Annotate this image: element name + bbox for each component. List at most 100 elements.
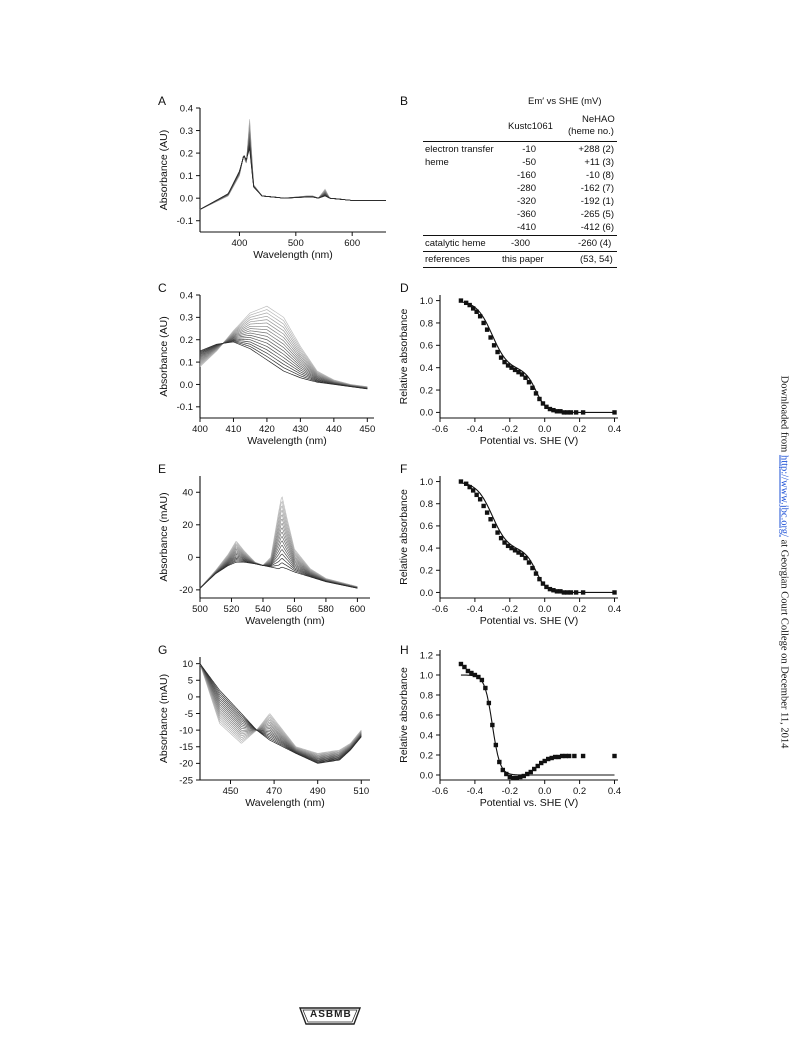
panel-letter-f: F [400, 462, 408, 476]
y-tick-label: -5 [185, 709, 193, 720]
fit-line [460, 482, 615, 593]
y-tick-label: 1.0 [420, 670, 433, 681]
ref-nehao: (53, 54) [580, 254, 613, 265]
y-tick-label: 0.3 [180, 313, 193, 324]
x-tick-label: 520 [224, 604, 240, 615]
data-point [533, 391, 539, 396]
data-point [573, 410, 579, 415]
spectrum-line [199, 144, 386, 210]
spectrum-line [199, 319, 368, 388]
data-point [491, 523, 497, 529]
spectrum-line [199, 560, 358, 589]
data-point [554, 409, 560, 414]
data-point [525, 771, 530, 777]
et-kustc-value: -410 [516, 222, 536, 233]
y-tick-label: 0.4 [420, 543, 433, 554]
asbmb-logo-text: ASBMB [310, 1009, 352, 1020]
data-point [537, 396, 542, 402]
table-col-nehao-2: (heme no.) [568, 126, 614, 137]
spectrum-line [199, 663, 362, 757]
jbc-link[interactable]: http://www.jbc.org/ [778, 454, 790, 537]
data-point [558, 409, 563, 414]
spectrum-line [199, 663, 362, 762]
data-point [551, 407, 556, 413]
data-point [488, 517, 493, 522]
spectrum-line [199, 337, 368, 389]
spectrum-line [199, 332, 368, 389]
y-tick-label: -15 [179, 742, 193, 753]
data-point [469, 670, 474, 676]
x-tick-label: -0.2 [502, 604, 518, 615]
spectrum-line [199, 119, 386, 210]
spectrum-line [199, 126, 386, 210]
data-point [563, 753, 568, 759]
x-tick-label: 0.0 [538, 786, 551, 797]
data-point [474, 492, 479, 498]
spectrum-line [199, 505, 358, 589]
data-point [530, 385, 535, 391]
data-point [547, 406, 553, 412]
spectrum-line [199, 561, 358, 589]
data-point [477, 497, 483, 502]
spectrum-line [199, 663, 362, 761]
row-label-ref: references [425, 254, 470, 265]
x-tick-label: 0.0 [538, 604, 551, 615]
spectrum-line [199, 143, 386, 210]
data-point [558, 589, 563, 594]
spectrum-line [199, 312, 368, 388]
data-point [493, 742, 499, 748]
spectrum-line [199, 322, 368, 388]
panel-letter-g: G [158, 643, 168, 657]
y-tick-label: -20 [179, 585, 193, 596]
x-tick-label: -0.6 [432, 424, 448, 435]
x-tick-label: 0.4 [608, 604, 621, 615]
y-axis-label: Absorbance (mAU) [158, 674, 170, 763]
data-point [561, 590, 567, 595]
data-point [551, 588, 556, 593]
data-point [521, 773, 526, 779]
y-tick-label: -25 [179, 775, 193, 786]
data-point [488, 335, 493, 340]
spectrum-line [199, 496, 358, 589]
y-axis-label: Relative absorbance [398, 489, 410, 585]
spectrum-line [199, 663, 362, 764]
x-axis-label: Wavelength (nm) [245, 615, 325, 627]
y-axis-label: Absorbance (mAU) [158, 492, 170, 581]
table-rule-low [423, 251, 617, 252]
spectrum-line [199, 139, 386, 210]
data-point [565, 410, 570, 415]
data-point [467, 484, 472, 490]
data-point [561, 410, 567, 415]
data-point [565, 590, 570, 595]
download-notice: Downloaded from http://www.jbc.org/ at G… [779, 376, 790, 749]
spectrum-line [199, 309, 368, 388]
et-nehao-value: +11 (3) [584, 157, 614, 168]
et-kustc-value: -320 [516, 196, 536, 207]
data-point [502, 359, 507, 365]
y-tick-label: 0.0 [420, 588, 433, 599]
y-tick-label: 0.0 [180, 380, 193, 391]
et-kustc-value: -280 [516, 183, 536, 194]
panel-letter-e: E [158, 462, 167, 476]
data-point [566, 753, 572, 759]
data-point [612, 590, 617, 595]
data-point [470, 306, 476, 311]
spectrum-line [199, 330, 368, 389]
download-prefix: Downloaded from [778, 375, 790, 455]
table-rule-top [423, 141, 617, 142]
data-point [544, 404, 549, 410]
spectrum-line [199, 334, 368, 389]
data-point [476, 674, 481, 680]
row-label-et-2: heme [425, 157, 449, 168]
data-point [484, 327, 490, 332]
data-point [547, 586, 553, 592]
data-point [481, 320, 486, 326]
x-tick-label: 0.4 [608, 786, 621, 797]
y-tick-label: 1.0 [420, 477, 433, 488]
x-tick-label: 430 [292, 424, 308, 435]
x-tick-label: 400 [232, 238, 248, 249]
data-point [505, 543, 511, 549]
data-point [526, 560, 532, 565]
spectrum-line [199, 663, 362, 762]
